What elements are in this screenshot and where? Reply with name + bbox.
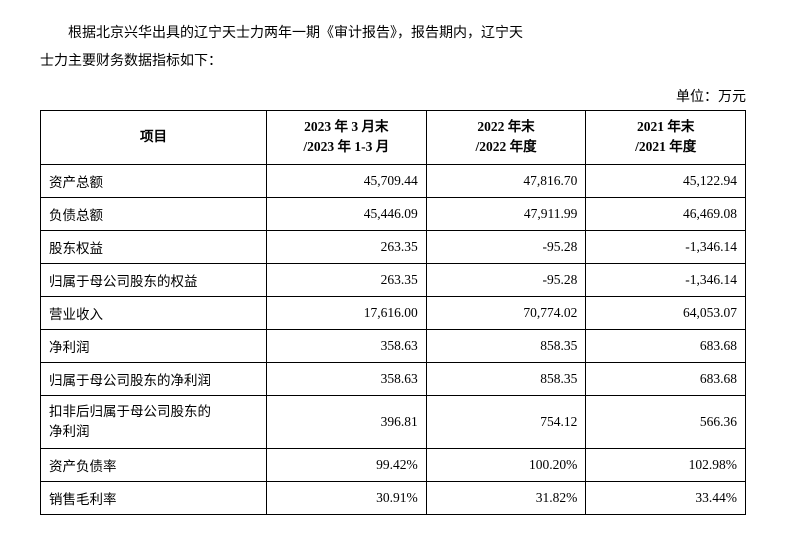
- value-cell: 358.63: [267, 329, 427, 362]
- value-cell: 31.82%: [426, 482, 586, 515]
- value-cell: 47,816.70: [426, 164, 586, 197]
- unit-label: 单位：万元: [40, 86, 746, 106]
- value-cell: 566.36: [586, 395, 746, 449]
- item-cell: 股东权益: [41, 230, 267, 263]
- table-row: 资产总额45,709.4447,816.7045,122.94: [41, 164, 746, 197]
- intro-line-2: 士力主要财务数据指标如下：: [40, 48, 746, 76]
- value-cell: 102.98%: [586, 449, 746, 482]
- table-row: 净利润358.63858.35683.68: [41, 329, 746, 362]
- value-cell: 858.35: [426, 362, 586, 395]
- table-row: 营业收入17,616.0070,774.0264,053.07: [41, 296, 746, 329]
- value-cell: 70,774.02: [426, 296, 586, 329]
- item-cell: 负债总额: [41, 197, 267, 230]
- value-cell: 99.42%: [267, 449, 427, 482]
- value-cell: 754.12: [426, 395, 586, 449]
- item-cell: 资产负债率: [41, 449, 267, 482]
- financial-table: 项目 2023 年 3 月末 /2023 年 1-3 月 2022 年末 /20…: [40, 110, 746, 515]
- table-row: 扣非后归属于母公司股东的净利润396.81754.12566.36: [41, 395, 746, 449]
- value-cell: 45,709.44: [267, 164, 427, 197]
- header-period-1-line-2: /2023 年 1-3 月: [303, 139, 389, 154]
- value-cell: 17,616.00: [267, 296, 427, 329]
- table-row: 归属于母公司股东的净利润358.63858.35683.68: [41, 362, 746, 395]
- header-period-3: 2021 年末 /2021 年度: [586, 111, 746, 165]
- table-row: 股东权益263.35-95.28-1,346.14: [41, 230, 746, 263]
- table-row: 归属于母公司股东的权益263.35-95.28-1,346.14: [41, 263, 746, 296]
- value-cell: -95.28: [426, 230, 586, 263]
- intro-paragraph: 根据北京兴华出具的辽宁天士力两年一期《审计报告》，报告期内，辽宁天 士力主要财务…: [40, 20, 746, 76]
- value-cell: 683.68: [586, 362, 746, 395]
- item-cell: 扣非后归属于母公司股东的净利润: [41, 395, 267, 449]
- value-cell: 30.91%: [267, 482, 427, 515]
- value-cell: 45,446.09: [267, 197, 427, 230]
- table-row: 负债总额45,446.0947,911.9946,469.08: [41, 197, 746, 230]
- table-row: 资产负债率99.42%100.20%102.98%: [41, 449, 746, 482]
- item-cell: 净利润: [41, 329, 267, 362]
- header-period-2-line-1: 2022 年末: [477, 119, 534, 134]
- value-cell: 64,053.07: [586, 296, 746, 329]
- value-cell: 263.35: [267, 230, 427, 263]
- item-cell: 资产总额: [41, 164, 267, 197]
- table-body: 资产总额45,709.4447,816.7045,122.94负债总额45,44…: [41, 164, 746, 515]
- value-cell: -95.28: [426, 263, 586, 296]
- intro-line-1: 根据北京兴华出具的辽宁天士力两年一期《审计报告》，报告期内，辽宁天: [40, 20, 746, 48]
- value-cell: 858.35: [426, 329, 586, 362]
- header-period-3-line-2: /2021 年度: [635, 139, 696, 154]
- value-cell: 33.44%: [586, 482, 746, 515]
- header-period-3-line-1: 2021 年末: [637, 119, 694, 134]
- table-row: 销售毛利率30.91%31.82%33.44%: [41, 482, 746, 515]
- item-cell: 归属于母公司股东的权益: [41, 263, 267, 296]
- item-cell: 销售毛利率: [41, 482, 267, 515]
- header-period-2: 2022 年末 /2022 年度: [426, 111, 586, 165]
- table-header-row: 项目 2023 年 3 月末 /2023 年 1-3 月 2022 年末 /20…: [41, 111, 746, 165]
- header-period-2-line-2: /2022 年度: [475, 139, 536, 154]
- value-cell: 683.68: [586, 329, 746, 362]
- value-cell: 100.20%: [426, 449, 586, 482]
- value-cell: -1,346.14: [586, 263, 746, 296]
- header-period-1: 2023 年 3 月末 /2023 年 1-3 月: [267, 111, 427, 165]
- item-cell: 营业收入: [41, 296, 267, 329]
- value-cell: 47,911.99: [426, 197, 586, 230]
- item-cell: 归属于母公司股东的净利润: [41, 362, 267, 395]
- value-cell: -1,346.14: [586, 230, 746, 263]
- value-cell: 46,469.08: [586, 197, 746, 230]
- header-period-1-line-1: 2023 年 3 月末: [304, 119, 388, 134]
- value-cell: 45,122.94: [586, 164, 746, 197]
- header-item: 项目: [41, 111, 267, 165]
- value-cell: 358.63: [267, 362, 427, 395]
- value-cell: 396.81: [267, 395, 427, 449]
- value-cell: 263.35: [267, 263, 427, 296]
